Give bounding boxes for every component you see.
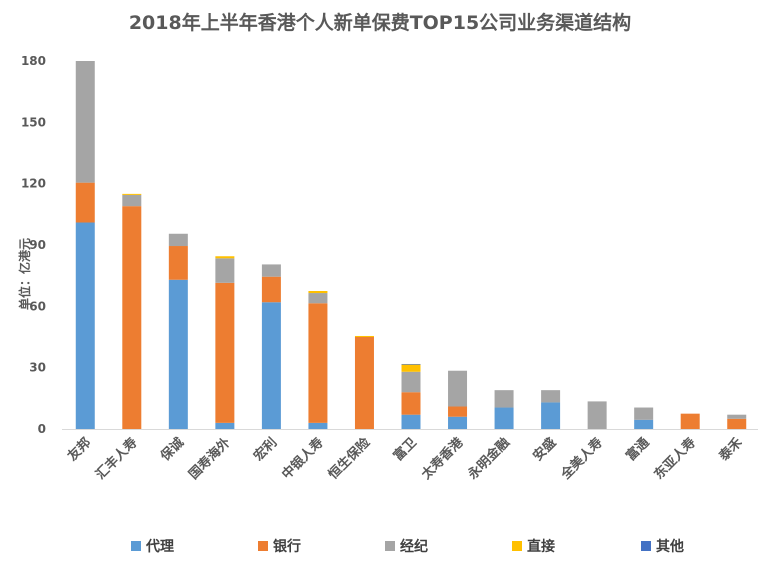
legend-label: 直接: [527, 539, 555, 555]
bar-segment: [168, 246, 188, 280]
x-tick-label: 泰禾: [715, 434, 746, 465]
bar-segment: [122, 194, 142, 207]
legend-swatch: [131, 541, 141, 551]
x-tick-label: 东亚人寿: [651, 435, 699, 483]
bar-segment: [168, 233, 188, 247]
bar-segment: [308, 293, 328, 304]
bar-segment: [261, 276, 281, 303]
legend-label: 银行: [273, 539, 301, 555]
bar-segment: [494, 390, 514, 408]
bar-segment: [541, 402, 561, 429]
bar-segment: [215, 258, 235, 283]
x-tick-label: 安盛: [530, 435, 560, 465]
legend-swatch: [258, 541, 268, 551]
legend-swatch: [512, 541, 522, 551]
x-tick-label: 国寿海外: [186, 435, 234, 483]
legend-item: 经纪: [385, 536, 428, 556]
bar-segment: [122, 206, 142, 429]
y-tick-label: 60: [29, 299, 46, 313]
legend-item: 直接: [512, 536, 555, 556]
bar-segment: [75, 61, 95, 183]
y-tick-label: 150: [21, 115, 46, 129]
legend-label: 其他: [656, 539, 684, 555]
x-tick-label: 保诚: [157, 435, 187, 465]
bar-segment: [122, 193, 142, 195]
bar-segment: [634, 407, 654, 420]
bar-segment: [261, 264, 281, 277]
bar-segment: [634, 419, 654, 429]
x-tick-label: 中银人寿: [279, 435, 327, 483]
chart-legend: 代理 银行 经纪 直接 其他: [0, 536, 760, 556]
legend-label: 经纪: [400, 539, 428, 555]
y-tick-label: 30: [29, 361, 46, 375]
bar-segment: [168, 279, 188, 429]
bar-segment: [75, 222, 95, 429]
legend-label: 代理: [146, 539, 174, 555]
legend-item: 代理: [131, 536, 174, 556]
bar-segment: [354, 335, 374, 337]
bar-segment: [215, 282, 235, 423]
x-tick-label: 富卫: [390, 435, 420, 465]
y-tick-label: 120: [21, 177, 46, 191]
bar-segment: [354, 337, 374, 429]
bar-segment: [401, 371, 421, 393]
bar-segment: [401, 392, 421, 415]
bar-segment: [541, 390, 561, 403]
bar-segment: [587, 401, 607, 429]
x-tick-label: 宏利: [251, 435, 281, 465]
y-tick-label: 180: [21, 54, 46, 68]
y-tick-label: 90: [29, 238, 46, 252]
bar-segment: [215, 256, 235, 259]
bar-segment: [401, 414, 421, 429]
bar-segment: [261, 302, 281, 429]
x-tick-label: 恒生保险: [325, 434, 374, 483]
bar-segment: [215, 422, 235, 429]
x-tick-label: 永明金融: [464, 435, 513, 484]
stacked-bar-chart: 0 30 60 90 120 150 180 友邦 汇丰人寿 保诚 国寿海外 宏利 中银人寿 恒生保险 富卫…: [21, 54, 758, 484]
x-tick-label: 全美人寿: [557, 435, 606, 484]
legend-swatch: [641, 541, 651, 551]
legend-swatch: [385, 541, 395, 551]
bar-segment: [727, 418, 747, 429]
bar-segment: [401, 363, 421, 365]
x-tick-label: 友邦: [64, 435, 94, 465]
bar-segment: [308, 291, 328, 294]
bar-segment: [401, 364, 421, 372]
bar-segment: [448, 406, 468, 417]
x-tick-label: 汇丰人寿: [93, 435, 141, 483]
bar-segment: [308, 422, 328, 429]
bar-segment: [727, 414, 747, 419]
legend-item: 银行: [258, 536, 301, 556]
bar-segment: [308, 303, 328, 423]
bar-segment: [448, 416, 468, 429]
x-tick-label: 太寿香港: [418, 434, 467, 483]
y-tick-label: 0: [38, 422, 46, 436]
bar-segment: [494, 407, 514, 429]
bar-segment: [75, 182, 95, 223]
x-tick-label: 富通: [623, 435, 653, 465]
legend-item: 其他: [641, 536, 684, 556]
chart-title: 2018年上半年香港个人新单保费TOP15公司业务渠道结构: [128, 12, 632, 34]
bar-segment: [448, 370, 468, 407]
bar-segment: [680, 413, 700, 429]
